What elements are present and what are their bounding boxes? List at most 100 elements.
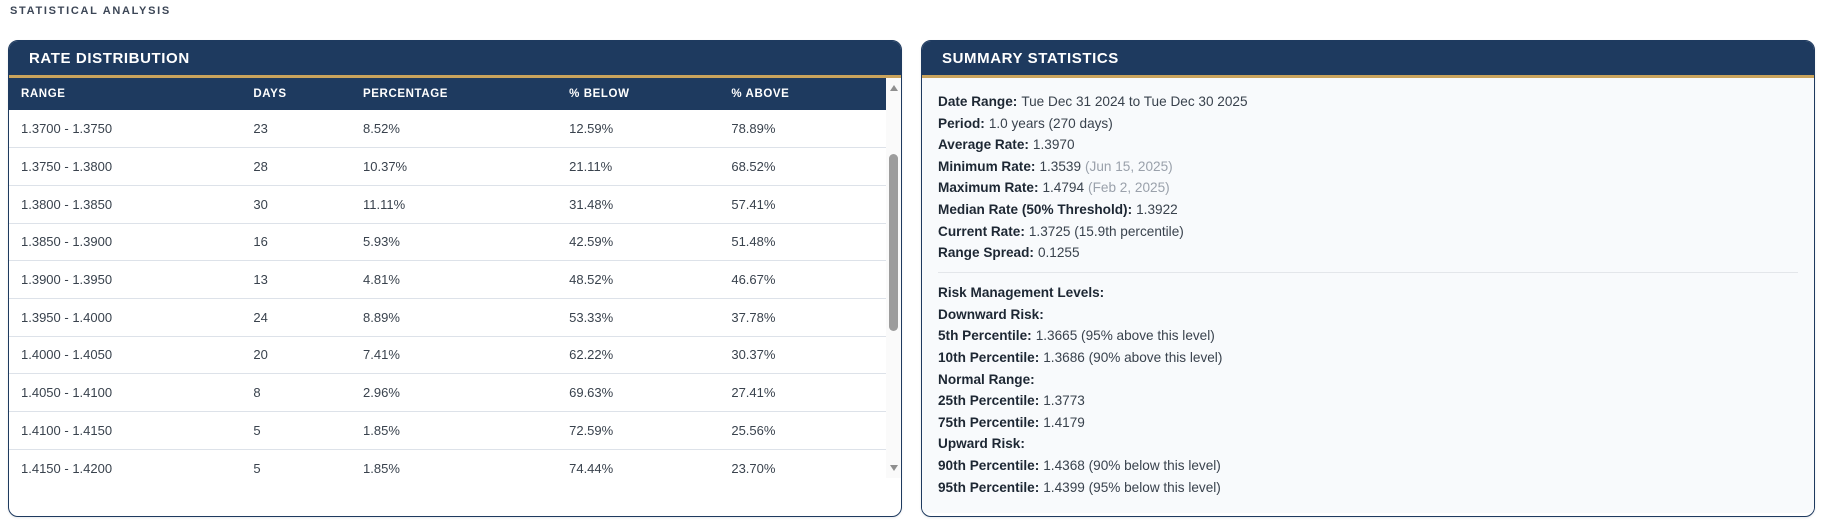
rate-distribution-header: RATE DISTRIBUTION: [9, 41, 901, 78]
summary-line: Maximum Rate: 1.4794 (Feb 2, 2025): [938, 180, 1798, 195]
table-row: 1.3850 - 1.3900 16 5.93% 42.59% 51.48%: [9, 223, 886, 262]
summary-line: Current Rate: 1.3725 (15.9th percentile): [938, 224, 1798, 239]
table-row: 1.3800 - 1.3850 30 11.11% 31.48% 57.41%: [9, 185, 886, 224]
scrollbar-thumb[interactable]: [889, 154, 898, 331]
cell-days: 8: [241, 373, 352, 412]
summary-label: 75th Percentile:: [938, 414, 1040, 430]
table-row: 1.3950 - 1.4000 24 8.89% 53.33% 37.78%: [9, 298, 886, 337]
column-header-days: DAYS: [241, 78, 352, 110]
table-scrollbar[interactable]: [886, 78, 901, 478]
summary-line: 10th Percentile: 1.3686 (90% above this l…: [938, 350, 1798, 365]
summary-value: 1.3539: [1039, 158, 1082, 174]
table-row: 1.4100 - 1.4150 5 1.85% 72.59% 25.56%: [9, 411, 886, 450]
table-row: 1.4050 - 1.4100 8 2.96% 69.63% 27.41%: [9, 373, 886, 412]
cell-percentage: 11.11%: [351, 185, 558, 224]
scroll-up-icon: [889, 85, 898, 91]
cell-days: 23: [241, 110, 352, 149]
rate-distribution-scroll-area[interactable]: RANGE DAYS PERCENTAGE % BELOW % ABOVE 1.…: [9, 78, 901, 478]
cell-percentage: 8.52%: [351, 110, 558, 149]
summary-label: Range Spread:: [938, 245, 1034, 261]
table-row: 1.3750 - 1.3800 28 10.37% 21.11% 68.52%: [9, 147, 886, 186]
cell-pct-above: 78.89%: [719, 110, 886, 149]
column-header-pct-above: % ABOVE: [719, 78, 886, 110]
summary-content: Date Range: Tue Dec 31 2024 to Tue Dec 30…: [922, 78, 1814, 513]
summary-line: Normal Range:: [938, 372, 1798, 387]
cell-percentage: 1.85%: [351, 449, 558, 478]
summary-line: 95th Percentile: 1.4399 (95% below this l…: [938, 480, 1798, 495]
cell-range: 1.4150 - 1.4200: [9, 449, 242, 478]
summary-label: Normal Range:: [938, 371, 1035, 387]
cell-pct-above: 27.41%: [719, 373, 886, 412]
summary-label: Maximum Rate:: [938, 180, 1039, 196]
summary-statistics-header: SUMMARY STATISTICS: [922, 41, 1814, 78]
cell-range: 1.3950 - 1.4000: [9, 298, 242, 337]
summary-value: 1.4794: [1042, 180, 1085, 196]
cell-percentage: 10.37%: [351, 147, 558, 186]
cell-pct-above: 51.48%: [719, 223, 886, 262]
summary-label: Downward Risk:: [938, 306, 1044, 322]
summary-line: 75th Percentile: 1.4179: [938, 415, 1798, 430]
rate-distribution-panel: RATE DISTRIBUTION RANGE DAYS PERCENTAGE …: [8, 40, 902, 517]
summary-value: 1.3686 (90% above this level): [1043, 349, 1223, 365]
cell-days: 13: [241, 260, 352, 299]
cell-range: 1.4000 - 1.4050: [9, 336, 242, 375]
scrollbar-down-button[interactable]: [886, 460, 901, 476]
summary-line: 5th Percentile: 1.3665 (95% above this le…: [938, 328, 1798, 343]
table-row: 1.3700 - 1.3750 23 8.52% 12.59% 78.89%: [9, 110, 886, 149]
summary-line: Downward Risk:: [938, 307, 1798, 322]
summary-value: 1.4368 (90% below this level): [1043, 457, 1221, 473]
summary-label: 90th Percentile:: [938, 457, 1040, 473]
cell-range: 1.3850 - 1.3900: [9, 223, 242, 262]
summary-line: 25th Percentile: 1.3773: [938, 393, 1798, 408]
summary-muted-note: (Feb 2, 2025): [1088, 180, 1170, 196]
summary-value: 1.4179: [1043, 414, 1085, 430]
column-header-pct-below: % BELOW: [557, 78, 720, 110]
cell-pct-below: 74.44%: [557, 449, 720, 478]
cell-range: 1.3700 - 1.3750: [9, 110, 242, 149]
cell-range: 1.4100 - 1.4150: [9, 411, 242, 450]
summary-value: 1.0 years (270 days): [988, 115, 1113, 131]
section-title: STATISTICAL ANALYSIS: [10, 5, 171, 17]
cell-pct-below: 62.22%: [557, 336, 720, 375]
table-row: 1.4150 - 1.4200 5 1.85% 74.44% 23.70%: [9, 449, 886, 478]
rate-distribution-table: RANGE DAYS PERCENTAGE % BELOW % ABOVE 1.…: [9, 78, 886, 478]
summary-label: Minimum Rate:: [938, 158, 1036, 174]
cell-percentage: 2.96%: [351, 373, 558, 412]
scrollbar-up-button[interactable]: [886, 80, 901, 96]
summary-label: 25th Percentile:: [938, 393, 1040, 409]
summary-line: Average Rate: 1.3970: [938, 137, 1798, 152]
table-row: 1.3900 - 1.3950 13 4.81% 48.52% 46.67%: [9, 260, 886, 299]
cell-pct-below: 42.59%: [557, 223, 720, 262]
summary-label: 5th Percentile:: [938, 328, 1032, 344]
table-header-row: RANGE DAYS PERCENTAGE % BELOW % ABOVE: [9, 78, 886, 110]
cell-pct-below: 31.48%: [557, 185, 720, 224]
column-header-percentage: PERCENTAGE: [351, 78, 558, 110]
cell-pct-below: 12.59%: [557, 110, 720, 149]
summary-line: 90th Percentile: 1.4368 (90% below this l…: [938, 458, 1798, 473]
table-row: 1.4000 - 1.4050 20 7.41% 62.22% 30.37%: [9, 336, 886, 375]
cell-percentage: 1.85%: [351, 411, 558, 450]
cell-pct-above: 30.37%: [719, 336, 886, 375]
cell-pct-below: 72.59%: [557, 411, 720, 450]
summary-label: Current Rate:: [938, 223, 1025, 239]
summary-line: Range Spread: 0.1255: [938, 245, 1798, 260]
summary-label: 95th Percentile:: [938, 479, 1040, 495]
scroll-down-icon: [889, 465, 898, 471]
summary-value: 1.3725 (15.9th percentile): [1028, 223, 1184, 239]
cell-pct-below: 48.52%: [557, 260, 720, 299]
rate-distribution-title: RATE DISTRIBUTION: [29, 49, 190, 67]
cell-pct-above: 37.78%: [719, 298, 886, 337]
cell-days: 5: [241, 411, 352, 450]
summary-label: Date Range:: [938, 94, 1018, 109]
cell-pct-below: 21.11%: [557, 147, 720, 186]
cell-range: 1.3750 - 1.3800: [9, 147, 242, 186]
summary-label: Risk Management Levels:: [938, 285, 1105, 301]
summary-statistics-title: SUMMARY STATISTICS: [942, 49, 1119, 67]
cell-percentage: 4.81%: [351, 260, 558, 299]
cell-range: 1.3900 - 1.3950: [9, 260, 242, 299]
summary-value: 1.3665 (95% above this level): [1035, 328, 1215, 344]
cell-range: 1.4050 - 1.4100: [9, 373, 242, 412]
summary-line: Date Range: Tue Dec 31 2024 to Tue Dec 30…: [938, 94, 1798, 109]
summary-label: Median Rate (50% Threshold):: [938, 201, 1133, 217]
